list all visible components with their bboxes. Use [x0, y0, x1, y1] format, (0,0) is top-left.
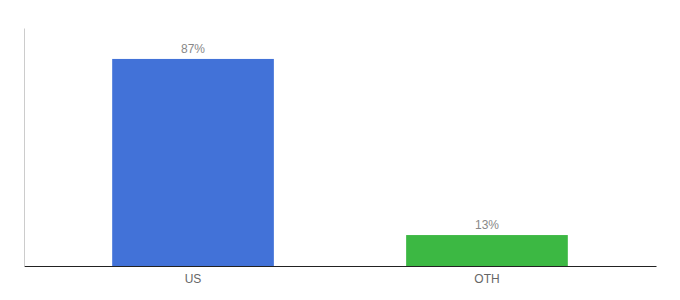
x-axis-line — [25, 266, 657, 267]
x-axis: US OTH — [25, 266, 657, 286]
x-tick-label: OTH — [474, 272, 499, 286]
x-tick: OTH — [474, 266, 499, 286]
bar — [112, 59, 274, 266]
bar — [406, 235, 568, 266]
bars — [112, 59, 568, 266]
plot: US OTH 87% 13% — [25, 29, 657, 287]
x-tick-label: US — [185, 272, 202, 286]
y-axis-line — [24, 29, 25, 267]
data-label: 87% — [181, 42, 205, 56]
data-label: 13% — [475, 218, 499, 232]
x-tick: US — [185, 266, 202, 286]
chart: US OTH 87% 13% — [0, 0, 680, 300]
data-labels: 87% 13% — [181, 42, 499, 232]
y-axis — [24, 29, 25, 267]
